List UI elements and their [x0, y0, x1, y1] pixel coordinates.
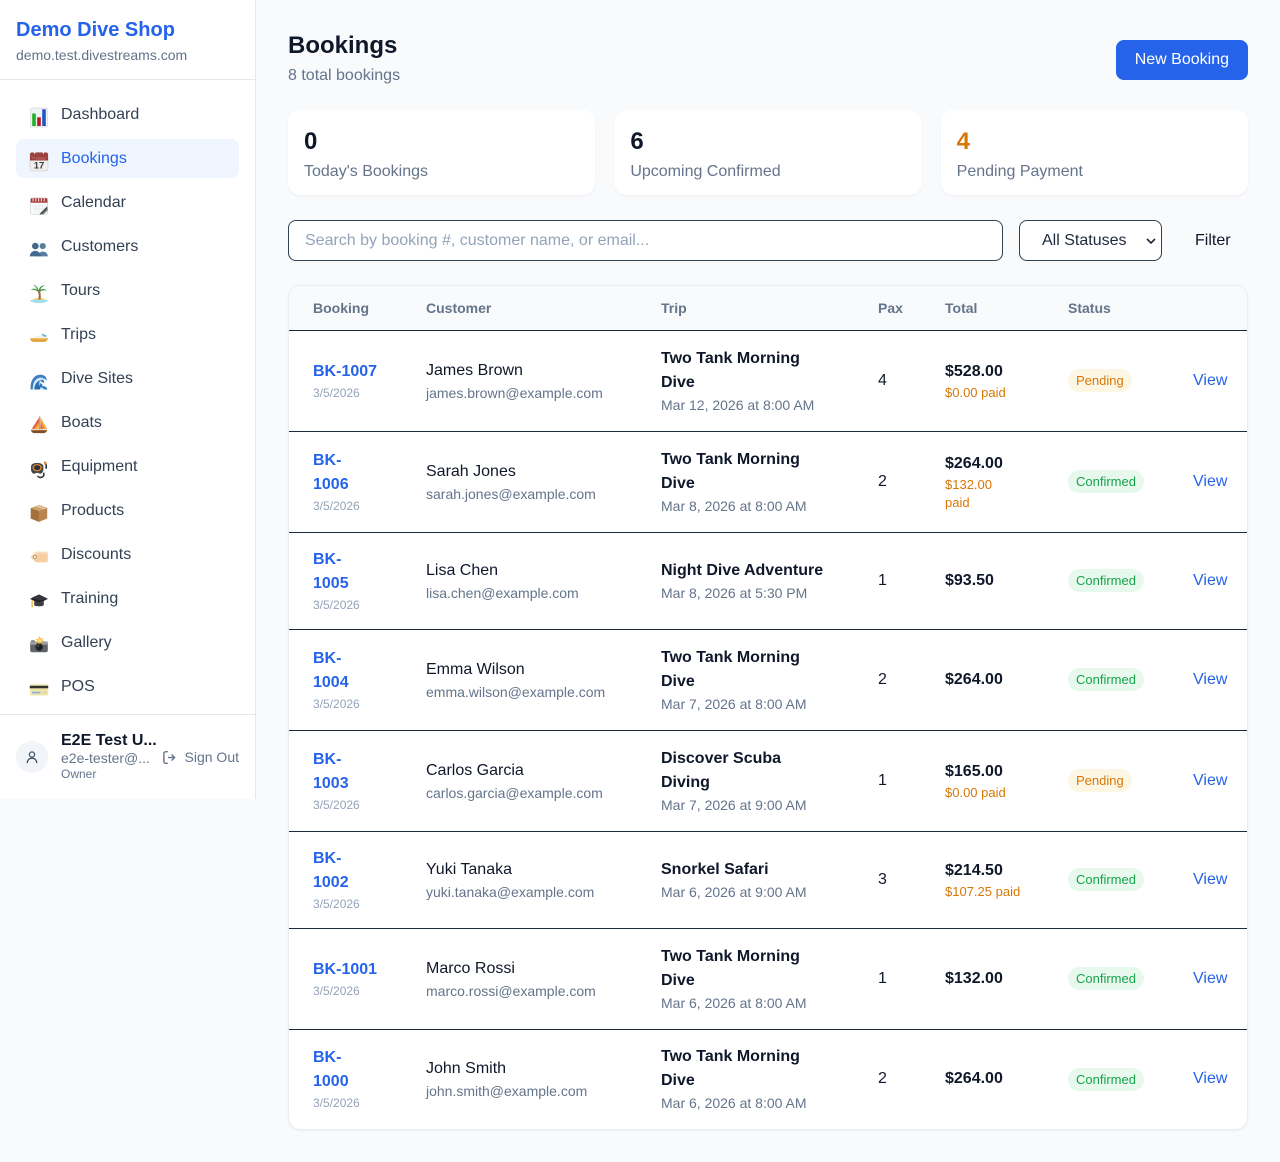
- svg-text:17: 17: [34, 160, 45, 171]
